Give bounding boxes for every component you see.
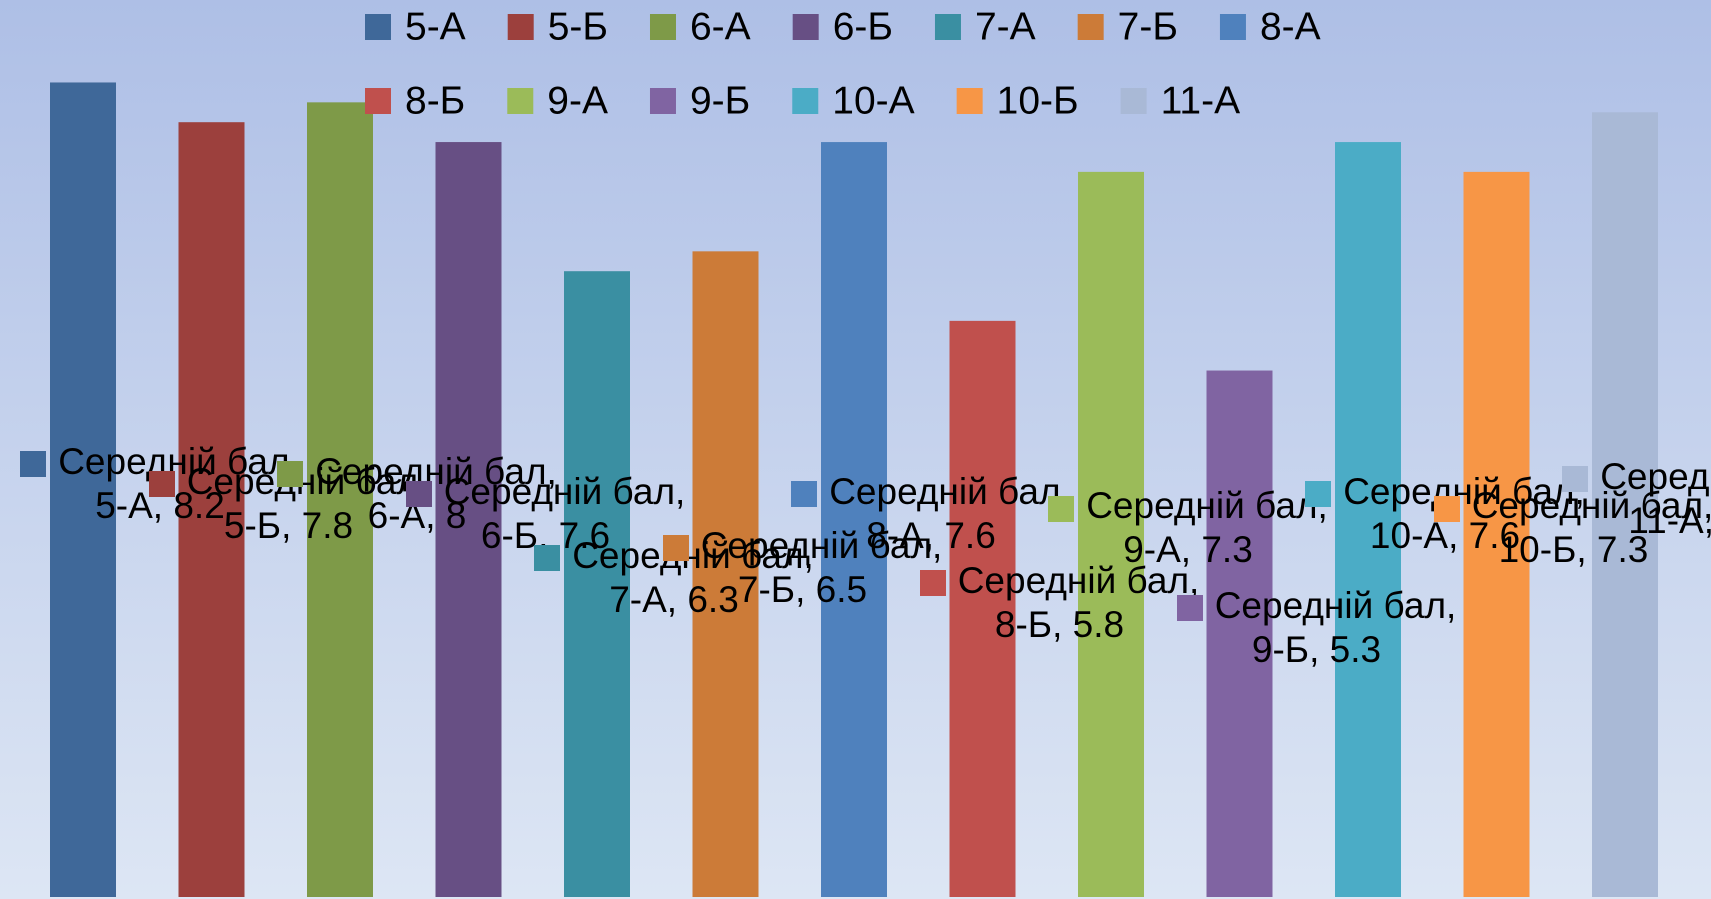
bar xyxy=(1335,142,1401,898)
data-label-key xyxy=(791,480,818,507)
data-label-text: Середній бал, 9-Б, 5.3 xyxy=(1214,584,1457,670)
bar xyxy=(50,82,116,897)
legend-key xyxy=(507,88,534,114)
legend-label: 11-А xyxy=(1161,79,1241,122)
legend-key xyxy=(1120,88,1147,114)
bar xyxy=(949,320,1016,897)
data-label-text: Середній бал, 5-Б, 7.8 xyxy=(186,460,429,546)
data-label-key xyxy=(20,450,47,477)
data-label-text: Середній бал, 8-А, 7.6 xyxy=(829,470,1071,556)
legend-label: 8-А xyxy=(1260,5,1321,48)
legend-key xyxy=(507,14,534,40)
legend-label: 5-А xyxy=(405,5,466,48)
data-label-key xyxy=(277,460,304,487)
legend-key xyxy=(792,14,819,40)
data-label: Середній бал, 10-А, 7.6 xyxy=(1285,470,1605,558)
legend-key xyxy=(1219,14,1246,40)
legend-label: 9-Б xyxy=(690,79,750,122)
data-label: Середній бал, 5-Б, 7.8 xyxy=(129,460,449,548)
legend-label: 6-Б xyxy=(833,5,893,48)
legend-label: 10-Б xyxy=(997,79,1079,122)
legend-key xyxy=(934,14,961,40)
legend-row: 8-Б 9-А 9-Б 10-А 10-Б 11-А xyxy=(365,79,1240,122)
data-label-box: Середній бал, 9-А, 7.3 xyxy=(1028,484,1348,572)
data-label: Середній бал, 7-Б, 6.5 xyxy=(643,524,963,612)
data-label-text: Середній бал, 11-А, 7.9 xyxy=(1600,455,1711,541)
legend-key xyxy=(649,14,676,40)
bar xyxy=(307,102,373,898)
data-label-text: Середній бал, 10-Б, 7.3 xyxy=(1471,485,1711,571)
legend-label: 9-А xyxy=(547,79,608,122)
bar xyxy=(435,142,502,898)
legend-key xyxy=(792,88,819,114)
data-label-box: Середній бал, 8-Б, 5.8 xyxy=(900,559,1220,647)
data-label: Середній бал, 9-А, 7.3 xyxy=(1028,484,1348,572)
data-label: Середній бал, 9-Б, 5.3 xyxy=(1157,584,1477,672)
data-label-text: Середній бал, 6-Б, 7.6 xyxy=(443,470,686,556)
data-label-key xyxy=(148,470,175,497)
legend-label: 7-А xyxy=(975,5,1036,48)
data-label-box: Середній бал, 5-Б, 7.8 xyxy=(129,460,449,548)
legend-key xyxy=(956,88,983,114)
data-label-box: Середній бал, 8-А, 7.6 xyxy=(771,470,1091,558)
legend-label: 5-Б xyxy=(548,5,608,48)
data-label-key xyxy=(1562,465,1589,492)
legend-label: 10-А xyxy=(832,79,914,122)
data-label: Середній бал, 5-А, 8.2 xyxy=(0,440,320,528)
data-label-box: Середній бал, 10-Б, 7.3 xyxy=(1414,484,1711,572)
legend-label: 7-Б xyxy=(1118,5,1178,48)
data-label: Середній бал, 8-А, 7.6 xyxy=(771,470,1091,558)
data-label-text: Середній бал, 7-Б, 6.5 xyxy=(700,525,943,611)
data-label: Середній бал, 7-А, 6.3 xyxy=(514,534,834,622)
legend-key xyxy=(365,88,391,114)
bar xyxy=(692,251,759,898)
bar xyxy=(1206,370,1273,897)
data-label-text: Середній бал, 7-А, 6.3 xyxy=(572,535,814,621)
legend-key xyxy=(1077,14,1104,40)
data-label-key xyxy=(662,535,689,562)
legend-label: 6-А xyxy=(690,5,751,48)
data-label-box: Середній бал, 9-Б, 5.3 xyxy=(1157,584,1477,672)
data-label-key xyxy=(405,480,432,507)
data-label-box: Середній бал, 10-А, 7.6 xyxy=(1285,470,1605,558)
data-label-box: Середній бал, 7-Б, 6.5 xyxy=(643,524,963,612)
bar xyxy=(1592,112,1658,898)
legend-key xyxy=(365,14,391,40)
data-label-box: Середній бал, 11-А, 7.9 xyxy=(1542,455,1711,543)
data-label: Середній бал, 6-Б, 7.6 xyxy=(386,470,706,558)
bar xyxy=(1463,171,1530,897)
legend-key xyxy=(649,88,676,114)
bar xyxy=(564,271,630,897)
bar xyxy=(178,122,245,897)
legend-label: 8-Б xyxy=(405,79,465,122)
data-label: Середній бал, 8-Б, 5.8 xyxy=(900,559,1220,647)
data-label: Середній бал, 11-А, 7.9 xyxy=(1542,455,1711,543)
data-label-key xyxy=(919,570,946,597)
data-label-key xyxy=(534,545,561,572)
data-label-text: Середній бал, 5-А, 8.2 xyxy=(58,440,300,526)
data-label: Середній бал, 10-Б, 7.3 xyxy=(1414,484,1711,572)
data-label-box: Середній бал, 7-А, 6.3 xyxy=(514,534,834,622)
data-label-box: Середній бал, 5-А, 8.2 xyxy=(0,440,320,528)
data-label-key xyxy=(1176,594,1203,621)
data-label-box: Середній бал, 6-Б, 7.6 xyxy=(386,470,706,558)
bar xyxy=(1078,171,1144,897)
bar xyxy=(821,142,887,898)
data-label-text: Середній бал, 8-Б, 5.8 xyxy=(957,559,1200,645)
data-label-key xyxy=(1048,495,1075,522)
data-label-key xyxy=(1433,495,1460,522)
data-label-key xyxy=(1305,480,1332,507)
legend-row: 5-А 5-Б 6-А 6-Б 7-А 7-Б 8-А xyxy=(365,5,1321,48)
data-label-text: Середній бал, 10-А, 7.6 xyxy=(1343,470,1585,556)
data-label-text: Середній бал, 9-А, 7.3 xyxy=(1086,485,1328,571)
